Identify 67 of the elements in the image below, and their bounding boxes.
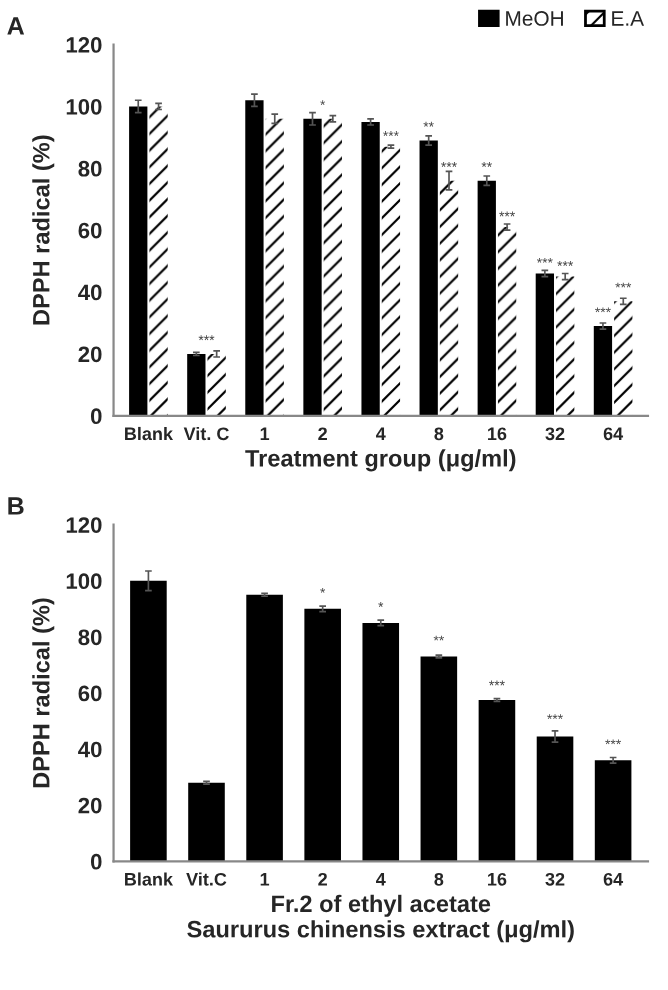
x-tick-label: Blank [125,426,174,441]
y-tick-label: 60 [78,222,102,239]
y-tick-label: 0 [90,408,102,425]
y-axis-title: DPPH radical (%) [32,598,55,788]
bar [419,140,438,416]
bar [556,276,575,416]
x-tick-label: 1 [260,427,270,440]
y-tick-label: 100 [66,98,102,115]
x-tick-label: 64 [603,427,624,441]
text: B [8,497,24,515]
bar [420,656,458,862]
bar [303,118,322,416]
x-tick-label: 16 [488,872,507,886]
bar [497,227,517,416]
x-tick-label: 4 [376,873,386,886]
x-tick-label: Vit.C [186,872,227,886]
x-tick-label: 1 [260,873,270,886]
x-axis-title: Fr.2 of ethyl acetate Saururus chinensis extract (μg/ml) [187,894,574,943]
x-tick-label: 2 [318,427,327,440]
x-tick-label: 4 [376,427,386,440]
bar [187,353,206,416]
y-tick-label: 20 [78,797,102,814]
y-tick-label: 20 [78,346,102,363]
x-tick-label: Blank [125,872,174,886]
bar [207,353,226,416]
bar [477,180,496,416]
y-tick-label: 100 [66,573,102,590]
y-tick-label: 40 [78,284,102,301]
bar [614,301,633,416]
x-axis-title: Treatment group (μg/ml) [245,449,516,472]
bar [536,736,574,862]
bar [593,326,613,416]
bar [594,760,632,862]
x-tick-label: Vit. C [183,426,229,441]
x-tick-label: 16 [488,427,507,441]
y-tick-label: 120 [66,37,102,53]
bar [149,106,168,416]
legend-label: E.A [612,11,645,26]
bar [381,146,401,416]
y-axis-title: DPPH radical (%) [32,135,55,325]
bar [304,608,341,862]
bar [535,273,554,416]
bar [265,118,284,416]
bar [130,580,167,862]
y-tick-label: 120 [66,517,102,533]
bar [439,180,459,416]
bar [361,121,380,416]
bar [245,100,264,416]
x-tick-label: 64 [603,872,624,886]
text: A [7,17,25,35]
x-tick-label: 32 [545,427,565,441]
bar [246,594,283,862]
x-tick-label: 8 [434,427,444,441]
bar [362,622,400,862]
y-tick-label: 0 [90,853,102,870]
bar [129,106,148,416]
legend-label: MeOH [506,11,563,26]
bar [188,782,225,862]
x-tick-label: 8 [434,872,444,886]
y-tick-label: 80 [78,629,102,646]
bar [478,700,516,862]
y-tick-label: 80 [78,160,102,177]
y-tick-label: 60 [78,685,102,702]
x-tick-label: 2 [318,872,327,886]
bar [323,118,342,416]
x-tick-label: 32 [545,872,565,886]
y-tick-label: 40 [78,741,102,758]
